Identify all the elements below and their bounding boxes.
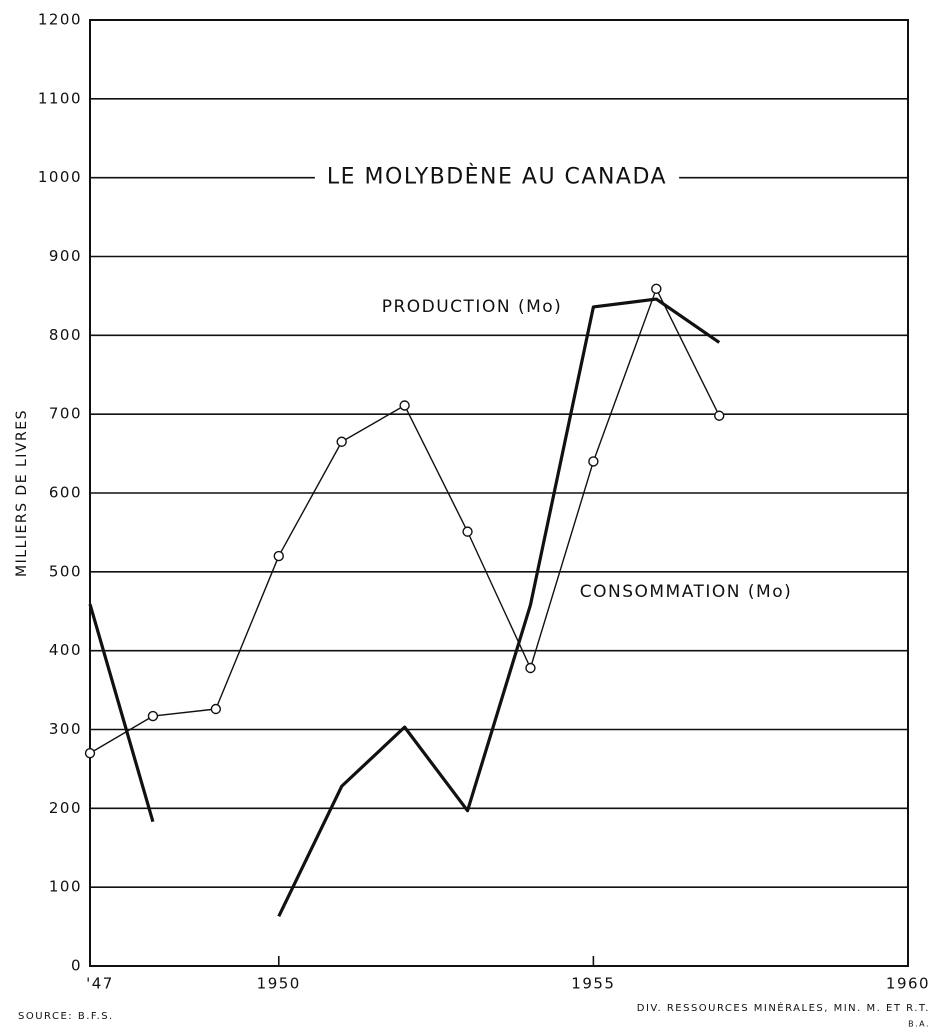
- y-tick-label: 400: [49, 641, 82, 659]
- point-marker: [588, 456, 599, 467]
- series-label: CONSOMMATION (Mo): [580, 582, 793, 602]
- y-tick-label: 800: [49, 326, 82, 344]
- y-tick-label: 500: [49, 562, 82, 580]
- chart-title: LE MOLYBDÈNE AU CANADA: [327, 164, 667, 190]
- credit-initials: B.A.: [908, 1020, 930, 1029]
- y-tick-label: 900: [49, 247, 82, 265]
- y-tick-label: 1000: [38, 168, 82, 186]
- y-tick-label: 100: [49, 878, 82, 896]
- x-tick-label: 1960: [886, 975, 930, 993]
- x-tick-label: 1955: [571, 975, 615, 993]
- y-tick-label: 1100: [38, 89, 82, 107]
- credit: DIV. RESSOURCES MINÉRALES, MIN. M. ET R.…: [637, 1001, 930, 1014]
- y-tick-label: 600: [49, 484, 82, 502]
- point-marker: [210, 703, 222, 715]
- x-tick-label: 1950: [257, 975, 301, 993]
- point-marker: [714, 410, 725, 421]
- x-tick-label: '47: [86, 975, 114, 993]
- point-marker: [462, 526, 473, 537]
- y-tick-label: 300: [49, 720, 82, 738]
- point-marker: [84, 747, 96, 759]
- y-axis-label: MILLIERS DE LIVRES: [14, 409, 30, 577]
- series-line: [88, 603, 155, 823]
- y-tick-label: 200: [49, 799, 82, 817]
- point-marker: [651, 283, 662, 295]
- y-tick-label: 700: [49, 405, 82, 423]
- y-tick-label: 1200: [38, 11, 82, 29]
- point-marker: [273, 550, 284, 562]
- y-tick-label: 0: [71, 957, 82, 975]
- point-marker: [147, 710, 159, 722]
- point-marker: [399, 400, 410, 411]
- title-background: [314, 163, 680, 190]
- series-line: [277, 297, 721, 918]
- point-marker: [525, 662, 536, 674]
- series-line: [89, 288, 720, 754]
- source: SOURCE: B.F.S.: [18, 1011, 114, 1022]
- plot-frame: [89, 19, 909, 967]
- point-marker: [336, 436, 347, 447]
- series-label: PRODUCTION (Mo): [382, 297, 563, 317]
